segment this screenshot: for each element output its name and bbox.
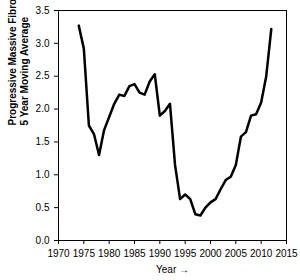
- svg-text:2005: 2005: [225, 248, 248, 259]
- svg-text:3.0: 3.0: [36, 38, 50, 49]
- svg-text:2015: 2015: [275, 248, 298, 259]
- svg-text:1985: 1985: [123, 248, 146, 259]
- svg-text:0.0: 0.0: [36, 235, 50, 246]
- svg-text:Year →: Year →: [156, 264, 189, 275]
- svg-text:1980: 1980: [98, 248, 121, 259]
- svg-text:1975: 1975: [73, 248, 96, 259]
- svg-text:1.0: 1.0: [36, 169, 50, 180]
- svg-text:3.5: 3.5: [36, 5, 50, 16]
- svg-text:2.5: 2.5: [36, 70, 50, 81]
- svg-text:Progressive Massive Fibrosis5: Progressive Massive Fibrosis5 Year Movin…: [7, 0, 30, 126]
- svg-text:2010: 2010: [250, 248, 273, 259]
- svg-text:1990: 1990: [149, 248, 172, 259]
- svg-text:2.0: 2.0: [36, 103, 50, 114]
- svg-text:2000: 2000: [199, 248, 222, 259]
- svg-text:0.5: 0.5: [36, 202, 50, 213]
- svg-text:1.5: 1.5: [36, 136, 50, 147]
- svg-text:1970: 1970: [47, 248, 70, 259]
- svg-text:1995: 1995: [174, 248, 197, 259]
